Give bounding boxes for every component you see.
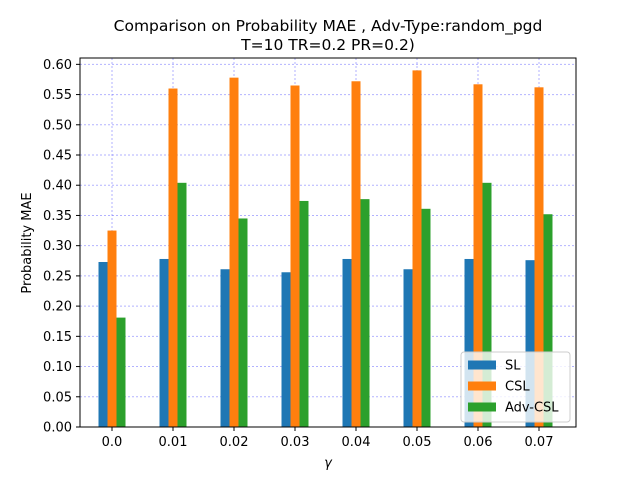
- bar-csl: [412, 70, 422, 428]
- chart-title: Comparison on Probability MAE , Adv-Type…: [114, 17, 543, 36]
- bar-adv-csl: [299, 200, 309, 427]
- legend-label: SL: [505, 359, 521, 374]
- axis-ticks: 0.00 0.05 0.10 0.15 0.20 0.25 0.30 0.35 0.40 0.45…: [43, 58, 553, 450]
- bar-sl: [464, 258, 474, 427]
- bar-sl: [342, 258, 352, 427]
- bar-adv-csl: [421, 208, 431, 427]
- x-tick-label: 0.01: [159, 435, 188, 450]
- legend-swatch: [468, 402, 496, 412]
- x-tick-label: 0.0: [102, 435, 123, 450]
- bar-adv-csl: [177, 182, 187, 427]
- bar-csl: [351, 81, 361, 428]
- bars: [98, 70, 553, 428]
- bar-sl: [220, 269, 230, 427]
- bar-sl: [403, 269, 413, 427]
- y-tick-label: 0.20: [43, 300, 72, 315]
- y-tick-label: 0.35: [43, 209, 72, 224]
- x-tick-label: 0.04: [342, 435, 371, 450]
- y-tick-label: 0.45: [43, 149, 72, 164]
- x-tick-label: 0.05: [403, 435, 432, 450]
- bar-adv-csl: [482, 182, 492, 427]
- bar-csl: [229, 77, 239, 427]
- x-tick-label: 0.02: [220, 435, 249, 450]
- bar-sl: [159, 258, 169, 427]
- bar-sl: [98, 261, 108, 427]
- bar-adv-csl: [116, 317, 126, 427]
- y-tick-label: 0.10: [43, 360, 72, 375]
- bar-adv-csl: [360, 199, 370, 427]
- x-tick-label: 0.03: [281, 435, 310, 450]
- bar-csl: [107, 230, 117, 427]
- bar-sl: [525, 260, 535, 427]
- bar-adv-csl: [543, 214, 553, 427]
- y-tick-label: 0.60: [43, 58, 72, 73]
- x-axis-label: γ: [324, 456, 333, 471]
- bar-csl: [290, 85, 300, 428]
- y-tick-label: 0.40: [43, 179, 72, 194]
- bar-csl: [473, 84, 483, 427]
- x-tick-label: 0.06: [464, 435, 493, 450]
- y-tick-label: 0.30: [43, 239, 72, 254]
- bar-csl: [534, 87, 544, 427]
- legend: SL CSL Adv-CSL: [460, 351, 571, 423]
- legend-swatch: [468, 360, 496, 370]
- y-tick-label: 0.00: [43, 421, 72, 436]
- y-tick-label: 0.50: [43, 118, 72, 133]
- bar-adv-csl: [238, 218, 248, 427]
- chart-subtitle: T=10 TR=0.2 PR=0.2): [240, 36, 415, 54]
- y-tick-label: 0.25: [43, 269, 72, 284]
- plot-frame: [79, 57, 577, 428]
- bar-sl: [281, 272, 291, 427]
- x-tick-label: 0.07: [525, 435, 554, 450]
- y-tick-label: 0.55: [43, 88, 72, 103]
- bar-csl: [168, 88, 178, 427]
- y-tick-label: 0.15: [43, 330, 72, 345]
- legend-swatch: [468, 381, 496, 391]
- y-tick-label: 0.05: [43, 390, 72, 405]
- legend-label: CSL: [505, 380, 530, 395]
- legend-label: Adv-CSL: [505, 401, 559, 416]
- y-axis-label: Probability MAE: [20, 192, 35, 293]
